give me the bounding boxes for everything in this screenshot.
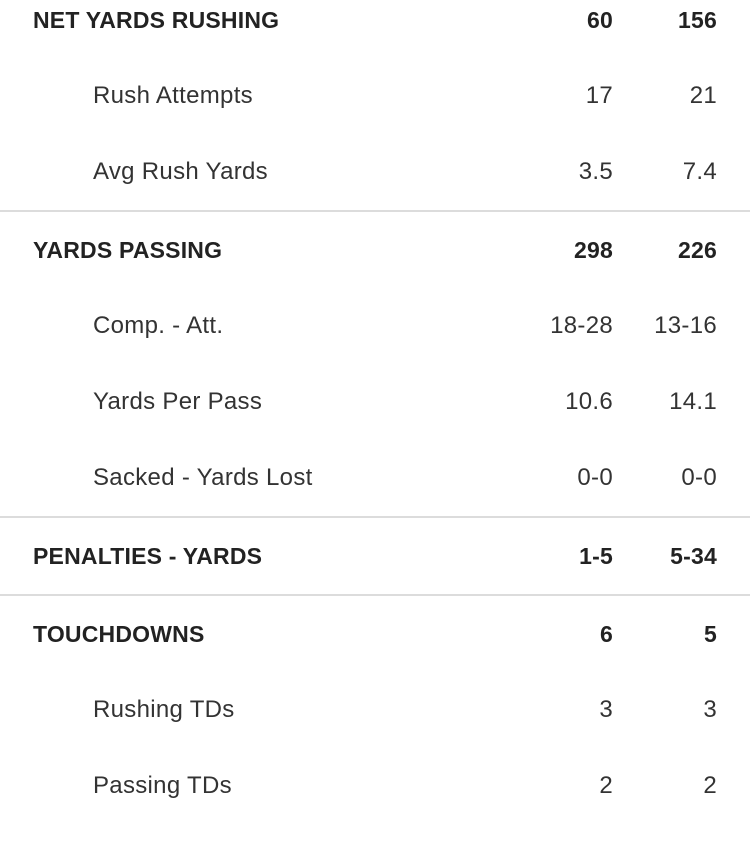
- stat-label: Avg Rush Yards: [93, 158, 268, 185]
- team-stats-table: NET YARDS RUSHING 60 156 Rush Attempts 17 21 A…: [0, 0, 750, 824]
- team2-value: 3: [703, 696, 717, 723]
- team1-value: 2: [599, 772, 613, 799]
- stat-detail-row: Sacked - Yards Lost 0-0 0-0: [0, 440, 750, 516]
- stat-detail-row: Avg Rush Yards 3.5 7.4: [0, 134, 750, 210]
- stat-label: Passing TDs: [93, 772, 232, 799]
- stat-label: NET YARDS RUSHING: [33, 7, 280, 33]
- stat-group: YARDS PASSING 298 226 Comp. - Att. 18-28 13-1…: [0, 212, 750, 518]
- stat-detail-row: Yards Per Pass 10.6 14.1: [0, 364, 750, 440]
- stat-label: Comp. - Att.: [93, 312, 224, 339]
- stat-group: PENALTIES - YARDS 1-5 5-34: [0, 518, 750, 596]
- team2-value: 2: [703, 772, 717, 799]
- stat-label: Rushing TDs: [93, 696, 235, 723]
- team1-value: 0-0: [577, 464, 613, 491]
- team2-value: 7.4: [682, 158, 717, 185]
- team2-value: 13-16: [654, 312, 717, 339]
- team1-value: 17: [585, 82, 613, 109]
- team1-value: 10.6: [565, 388, 613, 415]
- stat-group: NET YARDS RUSHING 60 156 Rush Attempts 17 21 A…: [0, 0, 750, 212]
- stat-group: TOUCHDOWNS 6 5 Rushing TDs 3 3 Passing TDs 2 2: [0, 596, 750, 824]
- stat-label: TOUCHDOWNS: [33, 621, 205, 647]
- stat-category-row: TOUCHDOWNS 6 5: [0, 596, 750, 672]
- team1-value: 3: [599, 696, 613, 723]
- team2-value: 226: [678, 237, 717, 263]
- stat-category-row: NET YARDS RUSHING 60 156: [0, 0, 750, 58]
- team2-value: 5-34: [670, 543, 717, 569]
- team1-value: 6: [600, 621, 613, 647]
- stat-label: Sacked - Yards Lost: [93, 464, 313, 491]
- stat-label: PENALTIES - YARDS: [33, 543, 263, 569]
- team2-value: 156: [678, 7, 717, 33]
- team1-value: 1-5: [579, 543, 613, 569]
- team2-value: 21: [689, 82, 717, 109]
- stat-detail-row: Rush Attempts 17 21: [0, 58, 750, 134]
- team1-value: 60: [587, 7, 613, 33]
- stat-category-row: PENALTIES - YARDS 1-5 5-34: [0, 518, 750, 594]
- stat-detail-row: Passing TDs 2 2: [0, 748, 750, 824]
- team2-value: 14.1: [669, 388, 717, 415]
- team1-value: 3.5: [578, 158, 613, 185]
- team1-value: 298: [574, 237, 613, 263]
- stat-category-row: YARDS PASSING 298 226: [0, 212, 750, 288]
- stat-label: Yards Per Pass: [93, 388, 263, 415]
- team2-value: 0-0: [681, 464, 717, 491]
- stat-label: Rush Attempts: [93, 82, 253, 109]
- stat-detail-row: Rushing TDs 3 3: [0, 672, 750, 748]
- team1-value: 18-28: [550, 312, 613, 339]
- stat-label: YARDS PASSING: [33, 237, 223, 263]
- stat-detail-row: Comp. - Att. 18-28 13-16: [0, 288, 750, 364]
- team2-value: 5: [704, 621, 717, 647]
